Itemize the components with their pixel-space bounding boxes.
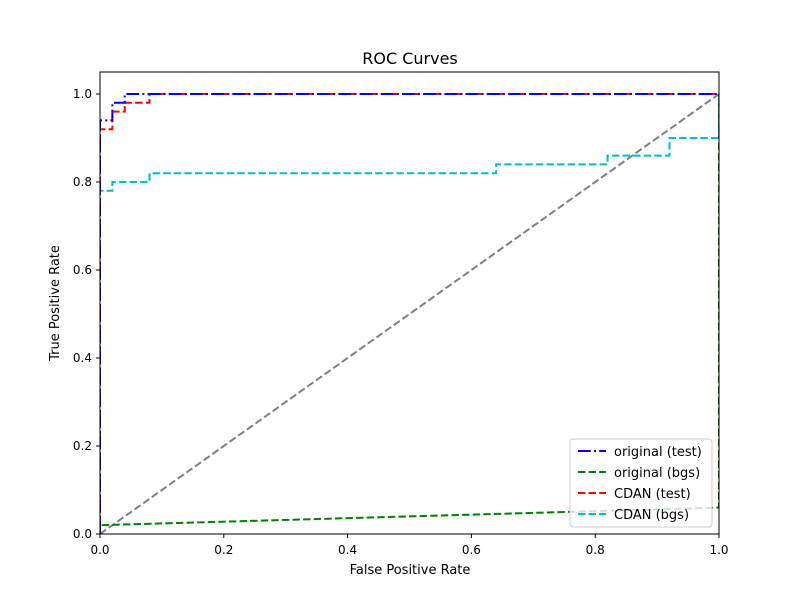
y-tick-label: 1.0 (73, 87, 92, 101)
x-axis-label: False Positive Rate (350, 563, 471, 578)
y-axis-label: True Positive Rate (48, 245, 63, 362)
legend-label-0: original (test) (614, 445, 702, 460)
x-tick-label: 0.0 (90, 543, 109, 557)
y-tick-label: 0.2 (73, 439, 92, 453)
y-tick-label: 0.6 (73, 263, 92, 277)
x-tick-label: 0.2 (214, 543, 233, 557)
axes-frame (99, 71, 720, 535)
y-tick-label: 0.8 (73, 175, 92, 189)
x-tick-label: 0.4 (338, 543, 357, 557)
x-tick-label: 0.6 (462, 543, 481, 557)
x-tick-label: 1.0 (709, 543, 728, 557)
legend-label-2: CDAN (test) (614, 487, 691, 502)
legend-label-1: original (bgs) (614, 466, 700, 481)
y-tick-label: 0.4 (73, 351, 92, 365)
chart-title: ROC Curves (362, 49, 458, 68)
plot-area (100, 93, 719, 534)
legend-label-3: CDAN (bgs) (614, 508, 689, 523)
series-line-3 (100, 94, 719, 534)
legend: original (test) original (bgs) CDAN (test)… (569, 438, 713, 528)
x-tick-label: 0.8 (586, 543, 605, 557)
legend-box (569, 438, 713, 528)
series-line-2 (100, 93, 719, 534)
y-tick-label: 0.0 (73, 527, 92, 541)
axes: 0.0 0.2 0.4 0.6 0.8 1.0 0.0 0.2 0.4 0.6 0.8 1.0 (73, 71, 729, 557)
